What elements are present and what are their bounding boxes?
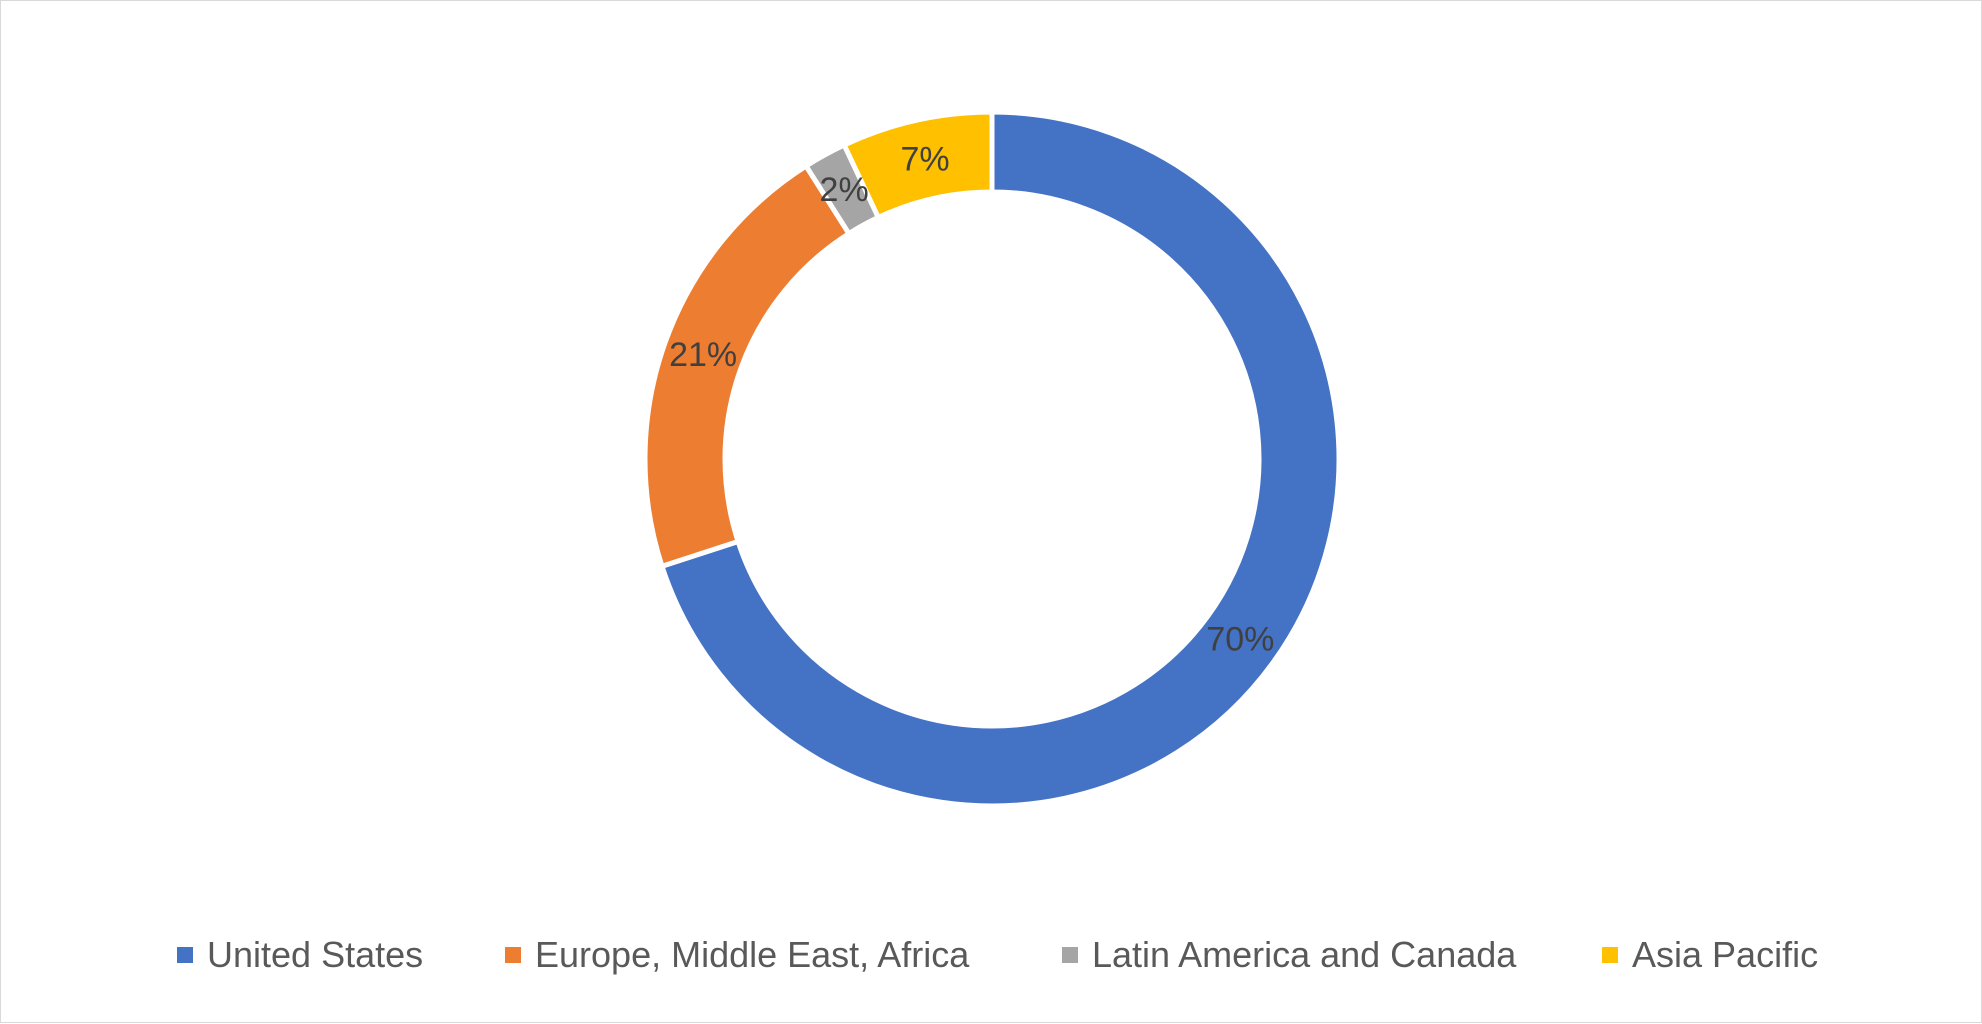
legend-item-united-states: United States [177,929,423,981]
slice-asia-pacific [840,109,995,221]
legend-label-latin-america-canada: Latin America and Canada [1092,934,1517,975]
legend-swatch-asia-pacific [1602,947,1618,963]
data-label-latin-america-canada: 2% [820,171,869,209]
data-label-emea: 21% [669,336,737,374]
slice-united-states [658,109,1342,809]
legend-swatch-latin-america-canada [1062,947,1078,963]
legend: United States Europe, Middle East, Afric… [1,929,1982,981]
slices-layer [642,109,1342,809]
legend-label-united-states: United States [207,934,424,975]
legend-item-emea: Europe, Middle East, Africa [505,929,969,981]
legend-swatch-united-states [177,947,193,963]
data-label-asia-pacific: 7% [900,140,949,178]
legend-label-emea: Europe, Middle East, Africa [535,934,970,975]
legend-item-latin-america-canada: Latin America and Canada [1062,929,1516,981]
legend-item-asia-pacific: Asia Pacific [1602,929,1818,981]
data-labels-layer: 70% 21% 2% 7% [669,140,1274,658]
legend-swatch-emea [505,947,521,963]
legend-label-asia-pacific: Asia Pacific [1632,934,1819,975]
data-label-united-states: 70% [1206,620,1274,658]
